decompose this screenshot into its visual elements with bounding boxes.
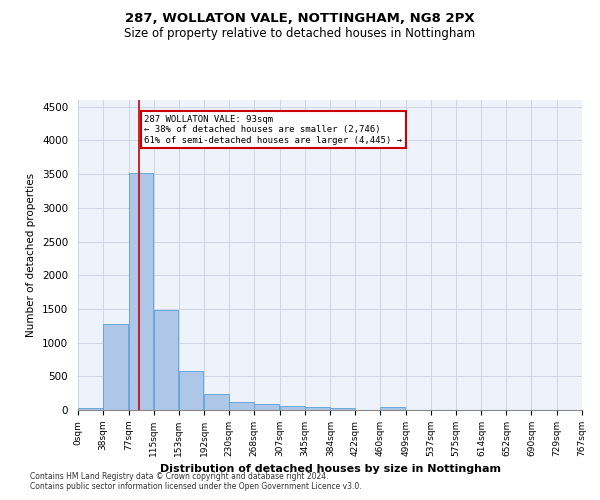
Y-axis label: Number of detached properties: Number of detached properties [26, 173, 37, 337]
X-axis label: Distribution of detached houses by size in Nottingham: Distribution of detached houses by size … [160, 464, 500, 474]
Text: Contains HM Land Registry data © Crown copyright and database right 2024.: Contains HM Land Registry data © Crown c… [30, 472, 329, 481]
Text: Contains public sector information licensed under the Open Government Licence v3: Contains public sector information licen… [30, 482, 362, 491]
Bar [103, 324, 128, 410]
Bar [331, 408, 355, 410]
Bar [78, 408, 103, 410]
Text: 287 WOLLATON VALE: 93sqm
← 38% of detached houses are smaller (2,746)
61% of sem: 287 WOLLATON VALE: 93sqm ← 38% of detach… [145, 115, 403, 144]
Text: Size of property relative to detached houses in Nottingham: Size of property relative to detached ho… [124, 28, 476, 40]
Bar [154, 310, 178, 410]
Bar [254, 404, 279, 410]
Bar [229, 402, 254, 410]
Bar [280, 406, 305, 410]
Text: 287, WOLLATON VALE, NOTTINGHAM, NG8 2PX: 287, WOLLATON VALE, NOTTINGHAM, NG8 2PX [125, 12, 475, 26]
Bar [380, 406, 405, 410]
Bar [129, 174, 154, 410]
Bar [179, 371, 203, 410]
Bar [305, 408, 329, 410]
Bar [205, 394, 229, 410]
